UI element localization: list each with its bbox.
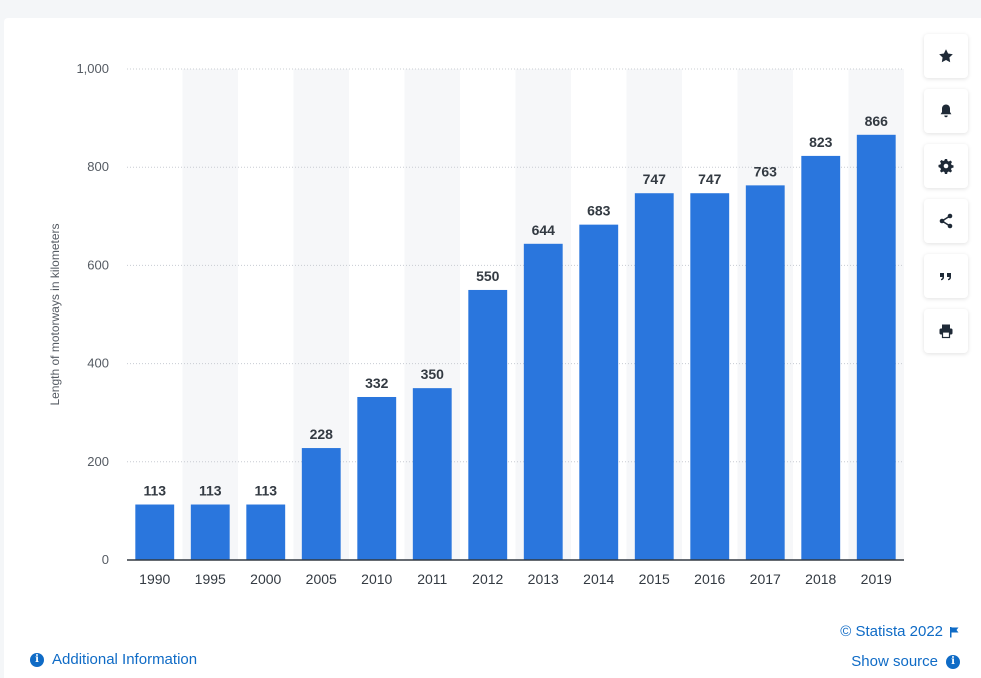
- cite-button[interactable]: [924, 254, 968, 298]
- bar: [801, 155, 841, 561]
- info-icon: i: [30, 652, 44, 667]
- print-button[interactable]: [924, 309, 968, 353]
- quote-icon: [940, 273, 951, 281]
- additional-information-link[interactable]: i Additional Information: [30, 651, 197, 668]
- gear-icon: [938, 159, 954, 174]
- x-tick-label: 2018: [805, 571, 836, 587]
- y-tick-label: 600: [87, 257, 109, 272]
- share-icon: [939, 213, 953, 229]
- notification-button[interactable]: [924, 89, 968, 133]
- bar: [135, 504, 175, 560]
- x-tick-label: 2012: [472, 571, 503, 587]
- y-axis-label: Length of motorways in kilometers: [48, 223, 62, 405]
- data-label: 550: [476, 268, 500, 284]
- x-tick-label: 2016: [694, 571, 725, 587]
- data-label: 747: [643, 171, 667, 187]
- bar: [190, 504, 230, 560]
- y-tick-label: 200: [87, 454, 109, 469]
- bar: [412, 388, 452, 560]
- bar: [856, 134, 896, 560]
- credit-label: © Statista 2022: [840, 623, 943, 640]
- star-icon: [939, 49, 953, 63]
- x-tick-label: 2019: [861, 571, 892, 587]
- x-tick-label: 2015: [639, 571, 670, 587]
- bar: [468, 289, 508, 560]
- bar: [745, 185, 785, 560]
- data-label: 113: [199, 483, 222, 499]
- y-tick-label: 800: [87, 159, 109, 174]
- bar: [634, 193, 674, 560]
- x-tick-label: 2014: [583, 571, 614, 587]
- data-label: 763: [754, 163, 778, 179]
- statista-credit[interactable]: © Statista 2022: [840, 623, 960, 640]
- x-tick-label: 2000: [250, 571, 281, 587]
- x-tick-label: 2005: [306, 571, 337, 587]
- data-label: 823: [809, 134, 833, 150]
- favorite-button[interactable]: [924, 34, 968, 78]
- data-label: 332: [365, 375, 389, 391]
- bar: [579, 224, 619, 560]
- data-label: 113: [254, 483, 277, 499]
- x-tick-label: 2017: [750, 571, 781, 587]
- bar: [690, 193, 730, 560]
- data-label: 866: [865, 113, 889, 129]
- bell-icon: [940, 104, 952, 118]
- bar: [246, 504, 286, 560]
- additional-information-label: Additional Information: [52, 651, 198, 668]
- bar: [523, 243, 563, 560]
- data-label: 644: [532, 222, 556, 238]
- data-label: 113: [143, 483, 166, 499]
- show-source-label: Show source: [851, 653, 938, 670]
- y-tick-label: 1,000: [76, 61, 109, 76]
- x-tick-label: 1995: [195, 571, 226, 587]
- data-label: 350: [421, 366, 445, 382]
- bar: [301, 448, 341, 560]
- settings-button[interactable]: [924, 144, 968, 188]
- chart-card: 0 200 400 600 800 1,000 Length of motorways in…: [4, 18, 981, 678]
- chart-toolbar: [924, 34, 970, 364]
- data-label: 683: [587, 203, 611, 219]
- y-tick-label: 0: [102, 552, 109, 567]
- info-icon: i: [946, 654, 960, 669]
- print-icon: [939, 324, 953, 339]
- y-tick-label: 400: [87, 356, 109, 371]
- x-tick-label: 1990: [139, 571, 170, 587]
- show-source-link[interactable]: Show source i: [851, 653, 960, 670]
- data-label: 228: [310, 426, 334, 442]
- x-tick-label: 2013: [528, 571, 559, 587]
- bar: [357, 396, 397, 560]
- category-band: [182, 69, 238, 560]
- data-label: 747: [698, 171, 722, 187]
- flag-icon: [950, 626, 959, 637]
- bar-chart: 0 200 400 600 800 1,000 Length of motorways in…: [48, 61, 904, 587]
- x-tick-label: 2010: [361, 571, 392, 587]
- x-tick-label: 2011: [417, 571, 447, 587]
- share-button[interactable]: [924, 199, 968, 243]
